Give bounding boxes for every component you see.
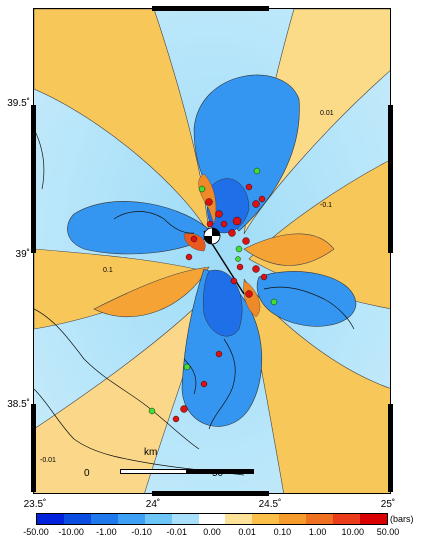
- scale-unit: km: [144, 447, 158, 458]
- stress-field-svg: [34, 9, 390, 493]
- left-frame-bar-2: [31, 404, 36, 492]
- colorbar-segment: [306, 514, 334, 524]
- x-tick-label: 25˚: [380, 499, 396, 510]
- colorbar-tick-label: 0.01: [238, 527, 256, 537]
- right-frame-bar: [388, 105, 393, 253]
- colorbar-segment: [171, 514, 199, 524]
- colorbar-tick-label: -1.00: [96, 527, 117, 537]
- scale-start: 0: [84, 468, 90, 479]
- colorbar-tick-label: 50.00: [376, 527, 400, 537]
- colorbar-tick-label: 0.10: [273, 527, 292, 537]
- colorbar-segment: [360, 514, 387, 524]
- colorbar-segment: [63, 514, 91, 524]
- colorbar-tick-label: -50.00: [23, 527, 49, 537]
- colorbar-segment: [333, 514, 361, 524]
- right-frame-bar-2: [388, 404, 393, 492]
- x-tick-label: 24˚: [145, 499, 161, 510]
- coulomb-stress-map: [33, 8, 391, 494]
- contour-label: 0.01: [320, 110, 334, 117]
- colorbar-segment: [225, 514, 253, 524]
- colorbar-segment: [144, 514, 172, 524]
- positive-stress-lobes: [34, 9, 390, 493]
- left-frame-bar: [31, 105, 36, 253]
- colorbar-tick-label: -0.01: [166, 527, 188, 537]
- colorbar: [36, 513, 388, 525]
- colorbar-segment: [279, 514, 307, 524]
- colorbar-segment: [198, 514, 226, 524]
- scale-bar: [120, 469, 254, 474]
- beachball-focal-mechanism-icon: [203, 227, 221, 245]
- contour-label: -0.01: [40, 457, 56, 464]
- y-tick-label: 38.5˚: [7, 399, 30, 410]
- red-events: [172, 183, 268, 423]
- x-tick-label: 23.5˚: [23, 499, 47, 510]
- colorbar-tick-label: 1.00: [308, 527, 327, 537]
- colorbar-unit: (bars): [390, 514, 414, 524]
- colorbar-tick-label: -0.10: [131, 527, 152, 537]
- colorbar-tick-label: -10.00: [58, 527, 84, 537]
- bottom-frame-bar: [152, 491, 269, 496]
- y-tick-label: 39˚: [15, 249, 30, 260]
- x-tick-label: 24.5˚: [258, 499, 282, 510]
- colorbar-segment: [90, 514, 118, 524]
- top-frame-bar: [152, 6, 269, 11]
- contour-label: -0.1: [320, 202, 333, 209]
- colorbar-tick-label: 10.00: [341, 527, 365, 537]
- scale-end: 50: [212, 468, 224, 479]
- contour-label: 0.1: [103, 267, 113, 274]
- colorbar-segment: [252, 514, 280, 524]
- colorbar-segment: [117, 514, 145, 524]
- colorbar-tick-label: 0.00: [203, 527, 221, 537]
- colorbar-segment: [37, 514, 64, 524]
- green-events: [148, 167, 278, 415]
- y-tick-label: 39.5˚: [7, 98, 30, 109]
